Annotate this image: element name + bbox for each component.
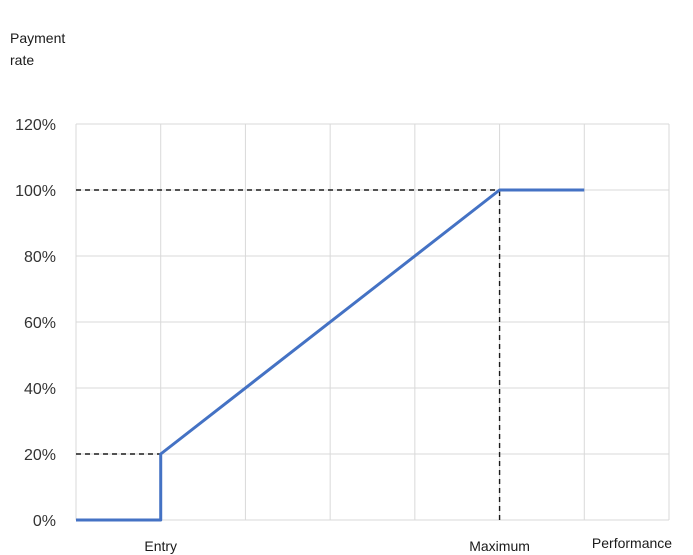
y-axis-title-line-2: rate — [10, 52, 35, 68]
y-axis-title-line-1: Payment — [10, 30, 66, 46]
grid — [75, 123, 670, 521]
x-axis-title: Performance — [592, 535, 672, 551]
y-tick-label: 20% — [24, 447, 56, 464]
x-marker-label: Entry — [144, 538, 177, 554]
payment-rate-line — [76, 188, 585, 522]
series — [76, 188, 585, 522]
x-annotations: Entry Maximum Performance — [144, 535, 672, 554]
y-tick-label: 60% — [24, 315, 56, 332]
y-axis-title: Payment rate — [10, 27, 90, 71]
y-tick-labels: 0% 20% 40% 60% 80% 100% 120% — [15, 117, 56, 530]
x-marker-label: Maximum — [469, 538, 530, 554]
y-tick-label: 40% — [24, 381, 56, 398]
y-tick-label: 100% — [15, 183, 56, 200]
y-tick-label: 120% — [15, 117, 56, 134]
y-tick-label: 0% — [33, 513, 56, 530]
y-tick-label: 80% — [24, 249, 56, 266]
